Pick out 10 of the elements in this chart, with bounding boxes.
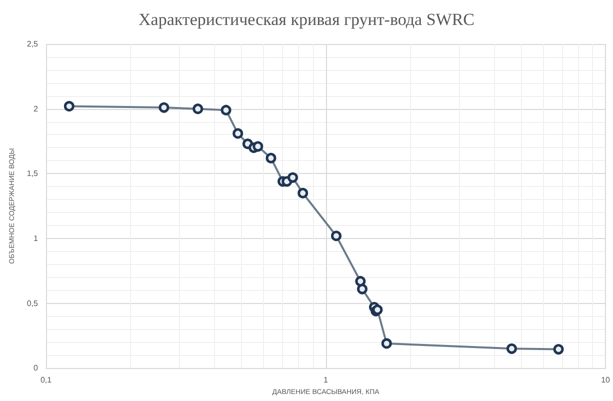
y-tick-label: 2,5 — [26, 40, 39, 48]
y-tick-label: 1,5 — [26, 169, 39, 178]
chart-title: Характеристическая кривая грунт-вода SWRC — [138, 10, 474, 29]
x-tick-label: 1 — [324, 376, 329, 385]
y-tick-label: 0 — [34, 364, 39, 373]
y-tick-label: 2 — [34, 104, 39, 114]
x-tick-label: 0,1 — [40, 376, 52, 385]
y-tick-label: 1 — [34, 234, 39, 243]
y-tick-label: 0,5 — [26, 298, 39, 308]
x-tick-label: 10 — [601, 376, 611, 385]
